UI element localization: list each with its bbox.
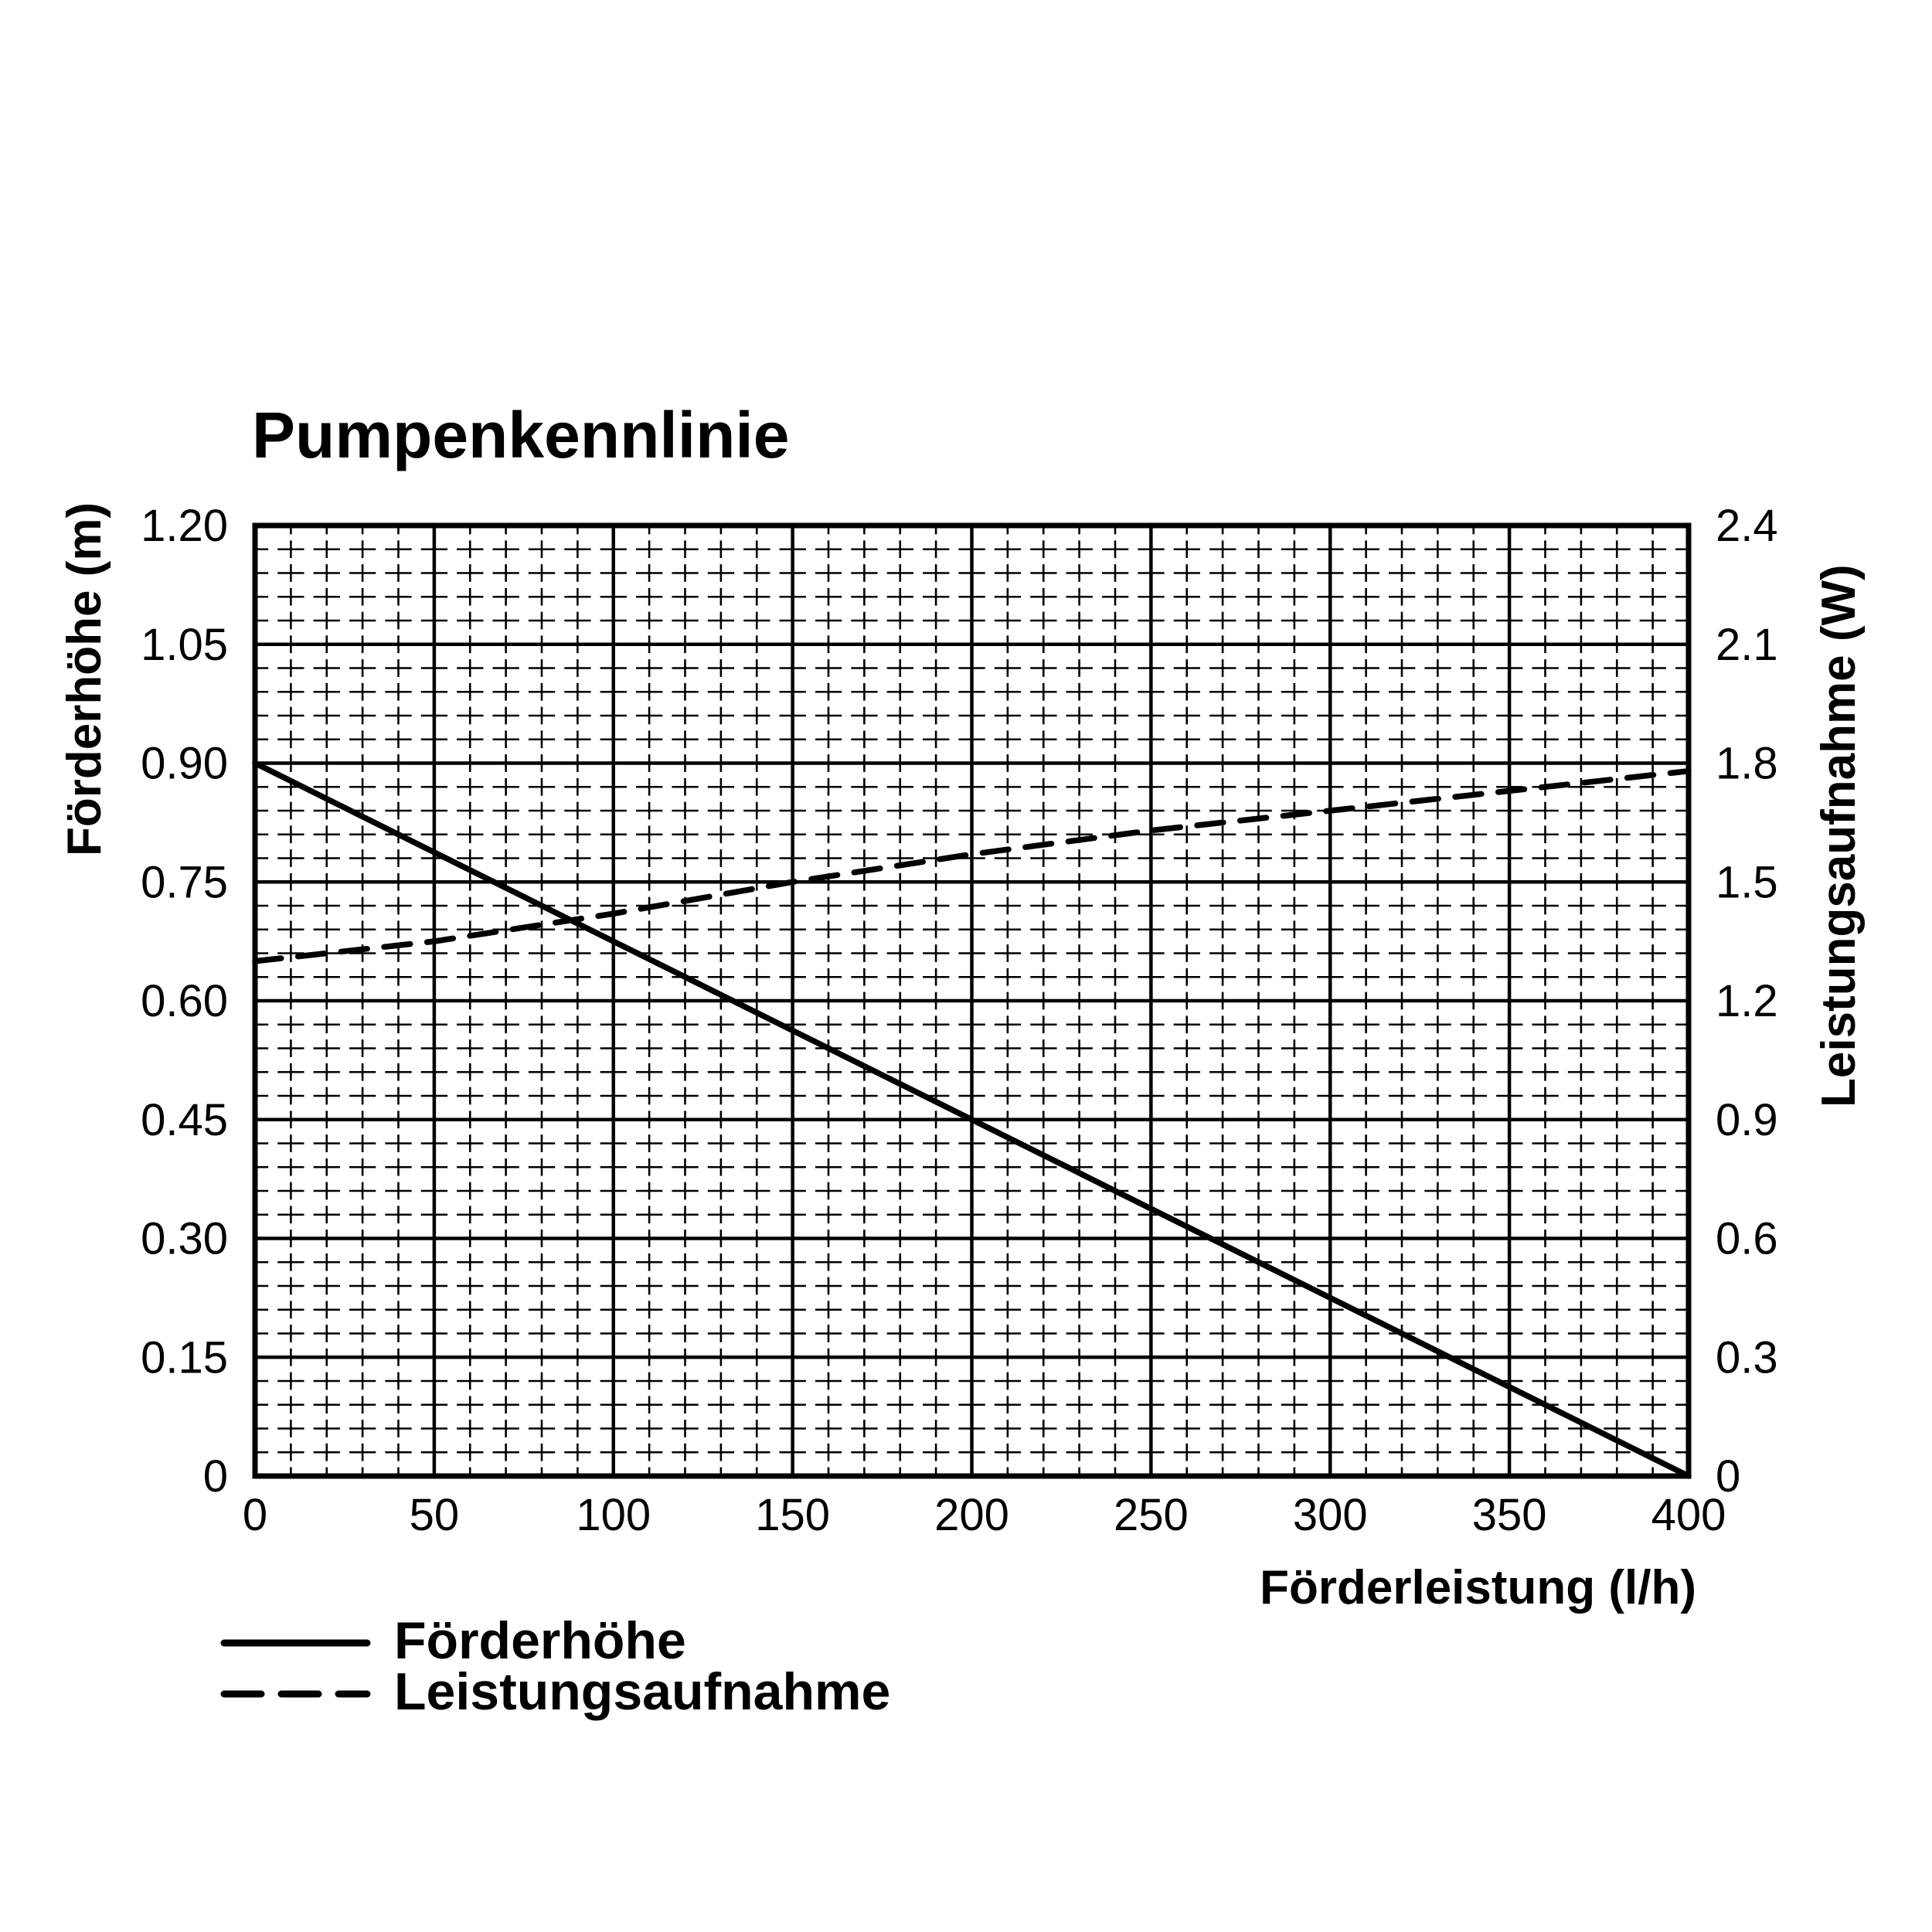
svg-text:300: 300 — [1293, 1490, 1368, 1540]
svg-text:2.4: 2.4 — [1716, 501, 1778, 551]
svg-text:100: 100 — [576, 1490, 651, 1540]
svg-text:Förderhöhe (m): Förderhöhe (m) — [58, 502, 111, 856]
svg-text:400: 400 — [1651, 1490, 1726, 1540]
svg-text:0.45: 0.45 — [141, 1095, 228, 1145]
svg-text:0.60: 0.60 — [141, 976, 228, 1026]
svg-text:1.2: 1.2 — [1716, 976, 1778, 1026]
svg-text:150: 150 — [755, 1490, 830, 1540]
svg-text:0.9: 0.9 — [1716, 1095, 1778, 1145]
svg-text:2.1: 2.1 — [1716, 620, 1778, 670]
svg-text:0.75: 0.75 — [141, 857, 228, 907]
svg-text:50: 50 — [410, 1490, 460, 1540]
svg-text:250: 250 — [1114, 1490, 1189, 1540]
svg-text:1.20: 1.20 — [141, 501, 228, 551]
svg-text:0.6: 0.6 — [1716, 1214, 1778, 1264]
svg-text:0: 0 — [203, 1451, 228, 1502]
svg-text:0.90: 0.90 — [141, 739, 228, 789]
svg-text:200: 200 — [934, 1490, 1009, 1540]
svg-text:0: 0 — [1716, 1451, 1740, 1502]
svg-text:0: 0 — [243, 1490, 267, 1540]
svg-text:Förderhöhe: Förderhöhe — [394, 1611, 686, 1670]
svg-text:1.05: 1.05 — [141, 620, 228, 670]
svg-text:Leistungsaufnahme: Leistungsaufnahme — [394, 1662, 890, 1721]
svg-text:0.15: 0.15 — [141, 1332, 228, 1383]
svg-text:Leistungsaufnahme (W): Leistungsaufnahme (W) — [1812, 564, 1866, 1107]
svg-text:Pumpenkennlinie: Pumpenkennlinie — [252, 399, 789, 471]
svg-text:0.30: 0.30 — [141, 1214, 228, 1264]
svg-text:0.3: 0.3 — [1716, 1332, 1778, 1383]
svg-text:1.5: 1.5 — [1716, 857, 1778, 907]
svg-text:1.8: 1.8 — [1716, 739, 1778, 789]
svg-text:Förderleistung (l/h): Förderleistung (l/h) — [1260, 1561, 1696, 1614]
svg-text:350: 350 — [1472, 1490, 1547, 1540]
